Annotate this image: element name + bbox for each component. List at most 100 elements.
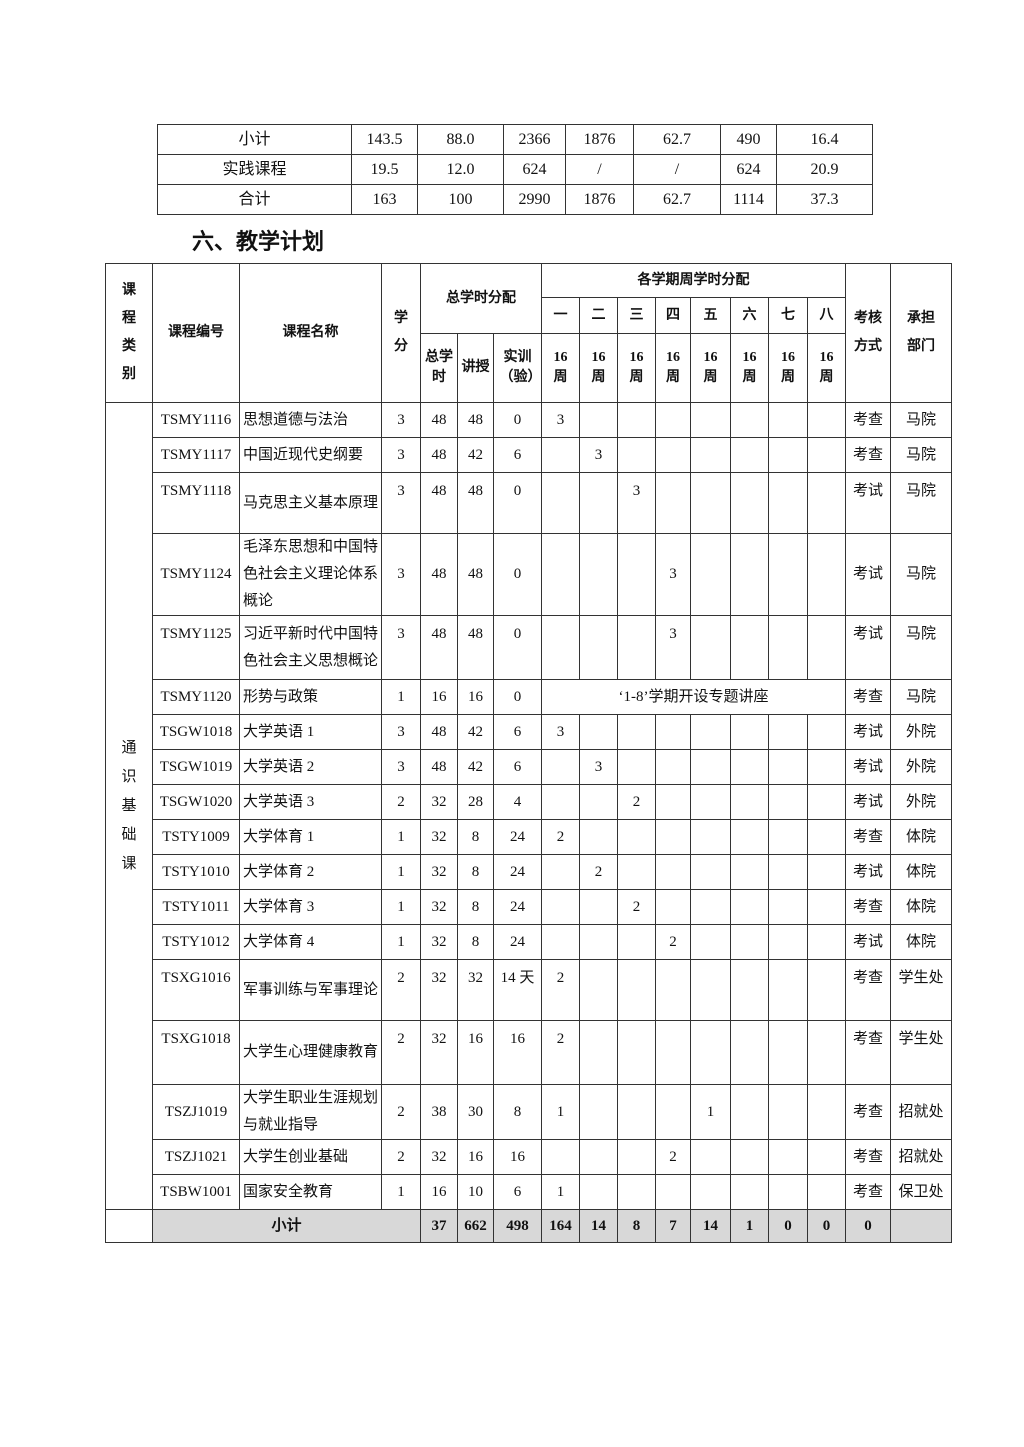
semester-hours [768,889,809,925]
semester-hours [730,819,770,855]
course-row: TSZJ1019 大学生职业生涯规划与就业指导 2 38 30 8 1 1 考查 招就处 [106,1084,953,1140]
semester-hours [655,1174,692,1210]
course-code: TSMY1118 [152,472,240,534]
course-credit: 1 [381,889,421,925]
course-lecture: 16 [457,1020,494,1085]
semester-hours [690,1020,732,1085]
course-dept: 体院 [890,819,953,855]
course-total: 16 [420,1174,458,1210]
semester-hours [807,1020,847,1085]
header-semester: 八 [807,297,847,334]
course-row: TSGW1020 大学英语 3 2 32 28 4 2 考试 外院 [106,784,953,820]
semester-hours [807,819,847,855]
semester-hours [690,749,732,785]
semester-hours [730,1084,770,1140]
summary-row: 实践课程 19.5 12.0 624//624 20.9 [157,154,873,185]
course-practice: 0 [492,402,543,438]
section-title: 六、教学计划 [192,230,325,255]
course-practice: 0 [492,533,543,616]
semester-hours [768,819,809,855]
semester-hours [617,402,657,438]
summary-cell: / [633,154,721,185]
semester-hours [768,437,809,473]
course-row: TSTY1012 大学体育 4 1 32 8 24 2 考试 体院 [106,924,953,960]
subtotal-practice: 164 [541,1209,581,1243]
course-dept: 招就处 [890,1084,953,1140]
semester-hours [690,1139,732,1175]
summary-cell: 小计 [157,124,352,155]
header-weeks: 16周 [617,333,657,403]
semester-hours [655,889,692,925]
semester-hours [579,402,619,438]
course-code: TSTY1010 [152,854,240,890]
semester-hours [730,714,770,750]
summary-cell: 143.5 [351,124,418,155]
semester-hours: 1 [690,1084,732,1140]
semester-hours [730,959,770,1021]
course-row: TSMY1124 毛泽东思想和中国特色社会主义理论体系概论 3 48 48 0 3 考试 马院 [106,533,953,616]
course-credit: 1 [381,819,421,855]
course-lecture: 8 [457,854,494,890]
semester-hours [579,819,619,855]
semester-hours [579,1174,619,1210]
course-credit: 3 [381,714,421,750]
course-name: 大学体育 1 [239,819,382,855]
semester-hours [768,1020,809,1085]
semester-hours [768,959,809,1021]
semester-hours [730,784,770,820]
semester-hours [579,889,619,925]
semester-hours: 3 [541,402,581,438]
semester-hours [690,533,732,616]
course-name: 大学英语 3 [239,784,382,820]
course-exam: 考查 [845,679,892,715]
header-weeks: 16周 [768,333,809,403]
course-credit: 3 [381,615,421,680]
course-exam: 考查 [845,889,892,925]
course-total: 16 [420,679,458,715]
course-dept: 马院 [890,533,953,616]
semester-hours [617,819,657,855]
course-total: 48 [420,402,458,438]
semester-hours [807,784,847,820]
semester-hours: 2 [655,924,692,960]
course-code: TSMY1116 [152,402,240,438]
header-weeks: 16周 [579,333,619,403]
course-lecture: 8 [457,889,494,925]
semester-hours: 3 [579,749,619,785]
course-name: 大学英语 2 [239,749,382,785]
course-row: TSTY1009 大学体育 1 1 32 8 24 2 考查 体院 [106,819,953,855]
course-name: 大学生职业生涯规划与就业指导 [239,1084,382,1140]
course-dept: 马院 [890,472,953,534]
course-lecture: 16 [457,1139,494,1175]
course-row: TSGW1019 大学英语 2 3 48 42 6 3 考试 外院 [106,749,953,785]
semester-hours [807,749,847,785]
course-name: 军事训练与军事理论 [239,959,382,1021]
course-dept: 体院 [890,854,953,890]
course-dept: 外院 [890,784,953,820]
summary-cell: 624 [503,154,566,185]
semester-hours [579,472,619,534]
subtotal-exam [890,1209,953,1243]
course-dept: 马院 [890,615,953,680]
summary-cell: 1876 [565,124,634,155]
course-total: 48 [420,615,458,680]
course-name: 毛泽东思想和中国特色社会主义理论体系概论 [239,533,382,616]
semester-hours [807,615,847,680]
course-practice: 6 [492,749,543,785]
semester-hours: 2 [541,819,581,855]
semester-hours [655,1084,692,1140]
semester-hours: 2 [541,959,581,1021]
course-credit: 3 [381,533,421,616]
course-credit: 1 [381,924,421,960]
course-lecture: 10 [457,1174,494,1210]
course-dept: 学生处 [890,1020,953,1085]
course-dept: 马院 [890,402,953,438]
course-code: TSTY1012 [152,924,240,960]
semester-hours [730,533,770,616]
semester-hours [579,1020,619,1085]
course-total: 32 [420,784,458,820]
course-code: TSMY1117 [152,437,240,473]
course-row: TSMY1125 习近平新时代中国特色社会主义思想概论 3 48 48 0 3 考试 马院 [106,615,953,680]
summary-cell: 37.3 [776,184,873,215]
course-code: TSGW1018 [152,714,240,750]
